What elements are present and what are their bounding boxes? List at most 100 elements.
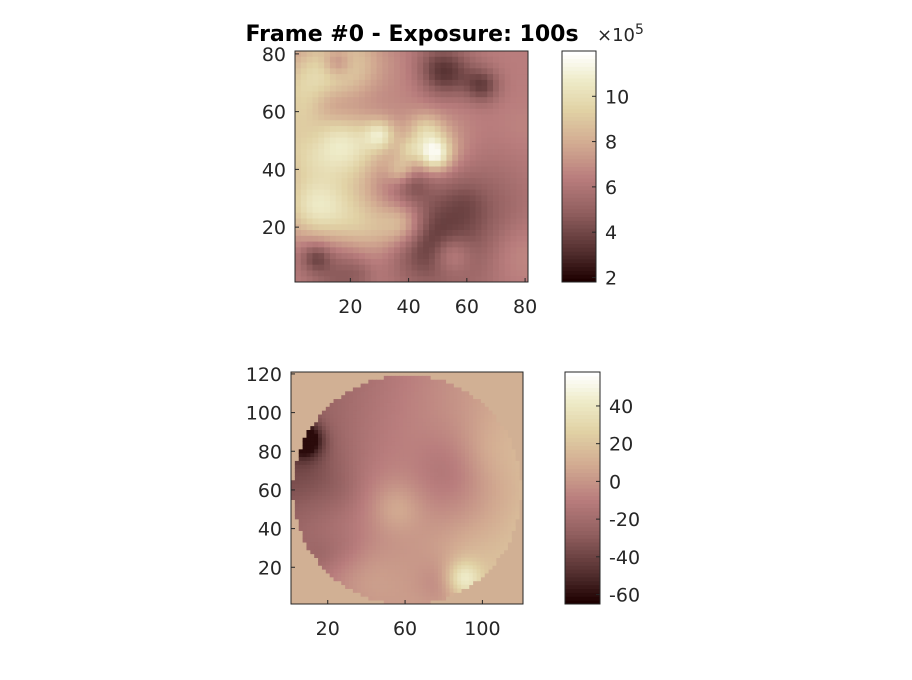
heatmap-cell (414, 399, 419, 404)
heatmap-cell (329, 172, 337, 179)
heatmap-cell (359, 85, 366, 92)
heatmap-cell (337, 476, 342, 481)
heatmap-cell (372, 515, 377, 520)
heatmap-cell (441, 472, 447, 477)
heatmap-cell (516, 160, 523, 167)
heatmap-cell (522, 206, 529, 214)
heatmap-cell (423, 253, 430, 260)
heatmap-cell (492, 480, 497, 485)
heatmap-cell (458, 68, 465, 75)
heatmap-cell (461, 476, 466, 481)
heatmap-cell (516, 247, 523, 254)
heatmap-cell (453, 391, 458, 396)
heatmap-cell (458, 206, 465, 214)
heatmap-cell (298, 515, 303, 520)
heatmap-cell (430, 484, 435, 489)
heatmap-cell (428, 149, 436, 156)
heatmap-cell (445, 588, 450, 593)
heatmap-cell (341, 561, 346, 566)
heatmap-cell (422, 410, 427, 415)
heatmap-cell (498, 79, 506, 87)
heatmap-cell (364, 206, 372, 214)
heatmap-cell (353, 108, 360, 115)
heatmap-cell (465, 422, 470, 427)
heatmap-cell (395, 503, 400, 508)
heatmap-cell (352, 395, 358, 400)
heatmap-cell (504, 189, 511, 196)
heatmap-cell (463, 160, 471, 167)
heatmap-cell (399, 588, 404, 593)
heatmap-cell (403, 395, 408, 400)
heatmap-cell (507, 491, 512, 497)
heatmap-cell (349, 491, 354, 497)
heatmap-cell (347, 195, 354, 202)
heatmap-cell (291, 480, 296, 485)
heatmap-cell (449, 468, 454, 473)
heatmap-cell (492, 538, 497, 543)
heatmap-cell (364, 488, 369, 493)
heatmap-cell (387, 553, 392, 558)
heatmap-cell (399, 131, 407, 139)
heatmap-cell (376, 530, 381, 535)
heatmap-cell (337, 445, 342, 450)
heatmap-cell (379, 468, 385, 473)
heatmap-cell (356, 534, 361, 539)
heatmap-cell (312, 253, 319, 260)
heatmap-cell (325, 426, 331, 431)
heatmap-cell (503, 464, 508, 470)
colorbar-segment (565, 503, 600, 508)
heatmap-cell (422, 453, 427, 458)
heatmap-cell (324, 79, 331, 87)
heatmap-cell (379, 460, 385, 466)
heatmap-cell (476, 433, 481, 439)
heatmap-cell (414, 511, 419, 516)
heatmap-cell (407, 584, 412, 589)
heatmap-cell (405, 224, 412, 231)
heatmap-cell (349, 426, 354, 431)
heatmap-cell (394, 51, 401, 58)
heatmap-cell (475, 56, 482, 63)
heatmap-cell (499, 457, 505, 462)
heatmap-cell (347, 258, 354, 266)
colorbar-segment (562, 124, 596, 129)
heatmap-cell (312, 97, 319, 104)
heatmap-cell (349, 399, 354, 404)
heatmap-cell (488, 546, 493, 551)
heatmap-cell (458, 143, 465, 150)
heatmap-cell (510, 74, 517, 81)
heatmap-cell (388, 131, 395, 139)
heatmap-cell (356, 418, 361, 423)
heatmap-cell (388, 149, 395, 156)
heatmap-cell (337, 449, 342, 454)
heatmap-cell (345, 507, 350, 512)
heatmap-cell (437, 445, 443, 450)
heatmap-cell (484, 549, 489, 555)
heatmap-cell (318, 137, 325, 144)
heatmap-cell (405, 97, 412, 104)
heatmap-cell (321, 422, 327, 427)
heatmap-cell (440, 201, 447, 208)
heatmap-cell (399, 576, 404, 582)
heatmap-cell (335, 166, 342, 173)
heatmap-cell (434, 553, 439, 558)
heatmap-cell (405, 91, 412, 98)
heatmap-cell (364, 576, 369, 582)
heatmap-cell (452, 241, 459, 248)
heatmap-cell (403, 557, 408, 562)
heatmap-cell (488, 460, 493, 466)
heatmap-cell (469, 241, 476, 248)
heatmap-cell (335, 247, 342, 254)
heatmap-cell (468, 507, 474, 512)
heatmap-cell (411, 178, 418, 185)
heatmap-cell (418, 518, 423, 524)
heatmap-cell (516, 149, 523, 156)
heatmap-cell (399, 414, 404, 419)
heatmap-cell (504, 235, 511, 242)
heatmap-cell (452, 206, 459, 214)
heatmap-cell (388, 212, 395, 219)
heatmap-cell (414, 449, 419, 454)
heatmap-cell (324, 149, 331, 156)
heatmap-cell (434, 51, 442, 58)
heatmap-cell (488, 495, 493, 500)
heatmap-cell (426, 437, 431, 442)
